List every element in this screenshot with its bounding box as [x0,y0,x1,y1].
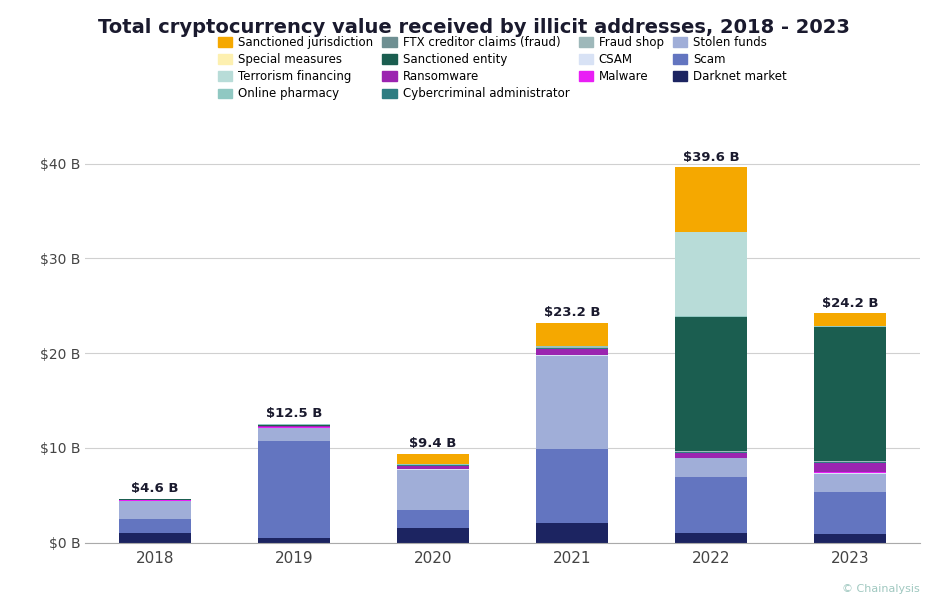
Bar [397,528,469,543]
Bar [675,317,747,451]
Legend: Sanctioned jurisdiction, Special measures, Terrorism financing, Online pharmacy,: Sanctioned jurisdiction, Special measure… [213,31,792,105]
Bar [536,523,608,543]
Bar [397,470,469,510]
Bar [675,315,747,317]
Bar [536,346,608,347]
Bar [814,473,886,493]
Bar [675,451,747,452]
Bar [675,453,747,458]
Bar [814,493,886,534]
Bar [675,168,747,232]
Bar [536,347,608,349]
Text: © Chainalysis: © Chainalysis [842,584,920,593]
Bar [397,464,469,465]
Bar [814,327,886,461]
Bar [397,453,469,464]
Bar [118,501,191,519]
Text: $39.6 B: $39.6 B [683,151,739,163]
Bar [536,449,608,523]
Text: $24.2 B: $24.2 B [822,297,878,309]
Bar [675,232,747,315]
Bar [536,349,608,355]
Text: $4.6 B: $4.6 B [131,482,178,495]
Bar [814,462,886,463]
Bar [258,425,330,426]
Bar [675,533,747,543]
Bar [118,533,191,543]
Bar [814,463,886,472]
Bar [814,461,886,462]
Bar [675,452,747,453]
Bar [397,469,469,470]
Text: $12.5 B: $12.5 B [265,408,322,420]
Text: $23.2 B: $23.2 B [544,306,600,319]
Bar [397,510,469,528]
Bar [258,538,330,543]
Bar [814,534,886,543]
Bar [536,355,608,356]
Bar [536,356,608,449]
Bar [536,323,608,346]
Bar [258,428,330,441]
Bar [118,519,191,533]
Bar [397,466,469,469]
Bar [814,314,886,326]
Bar [675,458,747,478]
Bar [814,326,886,327]
Text: Total cryptocurrency value received by illicit addresses, 2018 - 2023: Total cryptocurrency value received by i… [98,18,850,37]
Bar [258,441,330,538]
Bar [675,478,747,533]
Text: $9.4 B: $9.4 B [410,437,457,450]
Bar [258,426,330,428]
